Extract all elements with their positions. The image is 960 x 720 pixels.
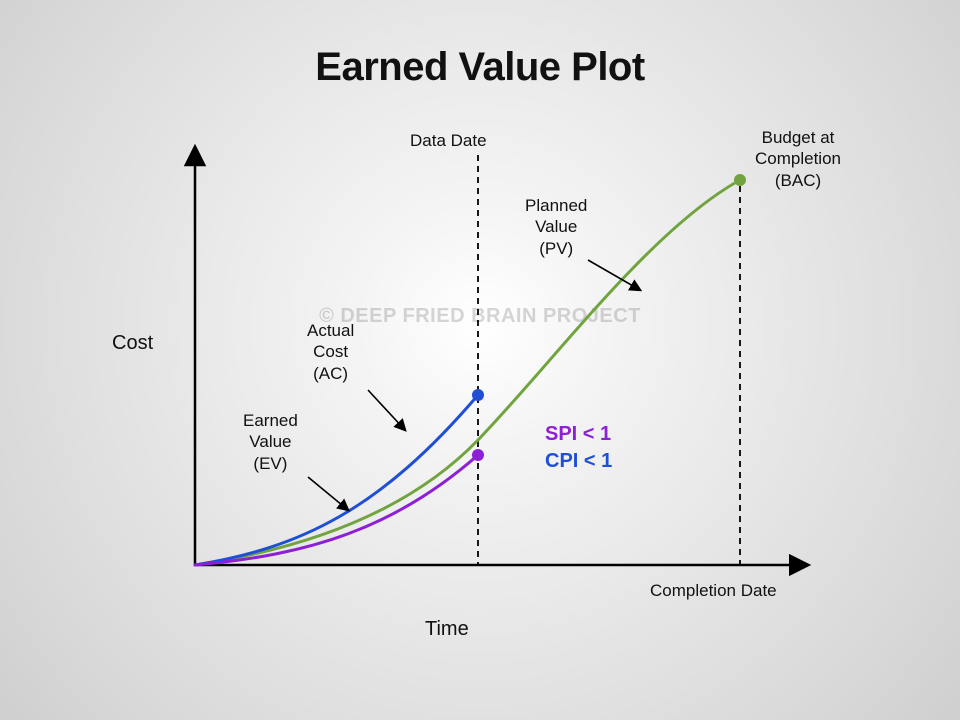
bac-label: Budget at Completion (BAC)	[755, 127, 841, 191]
x-axis-label: Time	[425, 618, 469, 641]
data-date-label: Data Date	[410, 130, 487, 151]
y-axis-label: Cost	[112, 332, 153, 355]
ac-label: Actual Cost (AC)	[307, 320, 354, 384]
completion-date-label: Completion Date	[650, 580, 777, 601]
pv-label: Planned Value (PV)	[525, 195, 587, 259]
chart-svg	[0, 0, 960, 720]
spi-text: SPI < 1	[545, 423, 611, 446]
cpi-text: CPI < 1	[545, 450, 612, 473]
ev-label: Earned Value (EV)	[243, 410, 298, 474]
